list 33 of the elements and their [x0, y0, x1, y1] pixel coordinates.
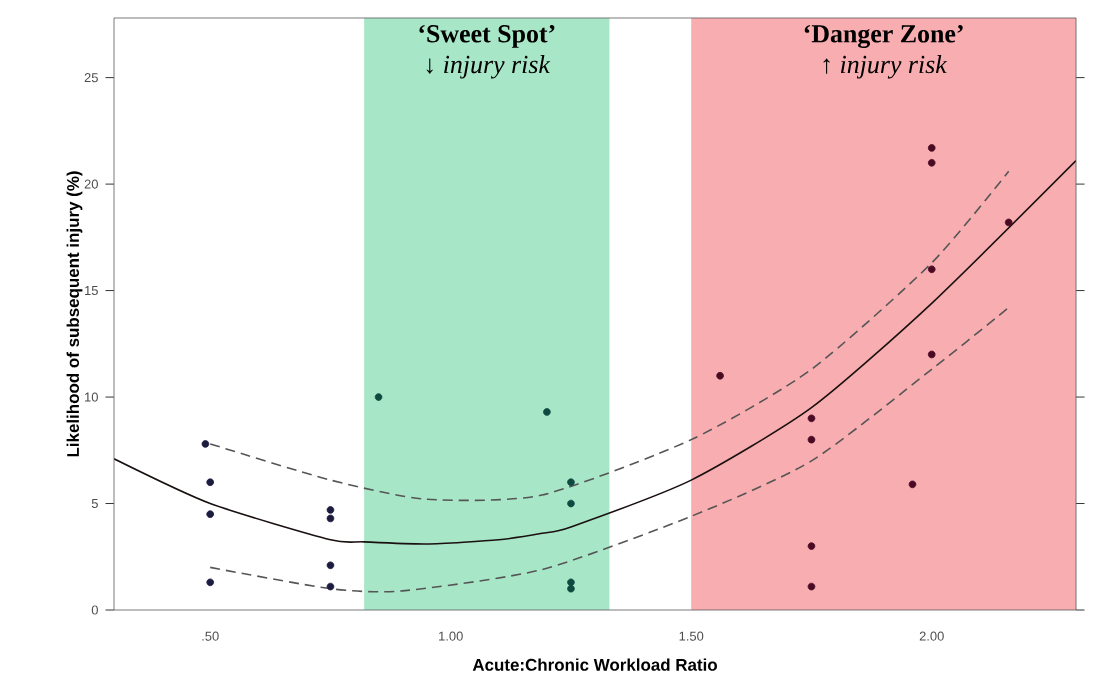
- band-label: ‘Sweet Spot’: [419, 25, 555, 48]
- point: [567, 578, 575, 587]
- point: [206, 578, 215, 587]
- point: [567, 584, 575, 593]
- point: [326, 506, 335, 514]
- point: [326, 514, 335, 523]
- x-axis-title: Acute:Chronic Workload Ratio: [472, 658, 717, 671]
- point: [908, 480, 917, 489]
- point: [326, 582, 335, 591]
- point: [927, 159, 936, 167]
- annotation: ↓ injury risk: [426, 55, 551, 79]
- point: [927, 144, 936, 152]
- point: [807, 542, 816, 550]
- point: [567, 499, 575, 508]
- point: [201, 440, 210, 448]
- point: [206, 478, 215, 487]
- point: [807, 582, 816, 591]
- point: [374, 393, 383, 401]
- band-label: ‘Danger Zone’: [804, 25, 963, 48]
- line-series: [209, 306, 1010, 593]
- point: [807, 435, 816, 444]
- point: [567, 478, 575, 487]
- point: [206, 510, 215, 518]
- point: [1004, 218, 1013, 227]
- point: [543, 408, 551, 416]
- point: [807, 414, 816, 423]
- point: [927, 265, 936, 274]
- line-series: [114, 159, 1077, 545]
- point: [927, 350, 936, 359]
- point: [716, 371, 724, 380]
- point: [326, 561, 335, 570]
- y-axis-title: Likelihood of subsequent injury (%): [66, 171, 83, 457]
- annotation: ↑ injury risk: [823, 55, 948, 79]
